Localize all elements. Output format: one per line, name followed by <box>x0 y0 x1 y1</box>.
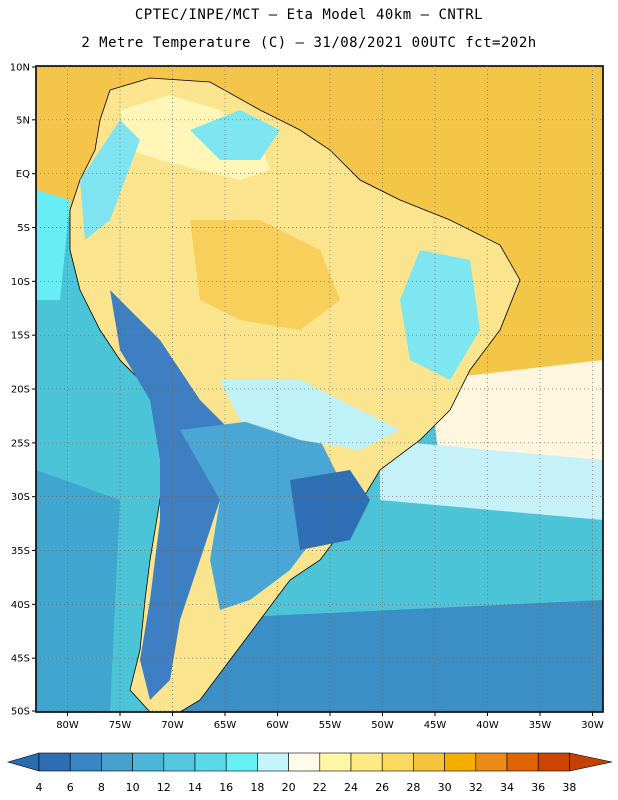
lat-label: 30S <box>11 492 30 503</box>
colorbar-box <box>38 752 71 772</box>
lon-label: 70W <box>161 720 184 731</box>
andes-cold-region <box>110 290 230 700</box>
colorbar-label: 6 <box>67 781 74 794</box>
colorbar-label: 4 <box>36 781 43 794</box>
colorbar-box <box>69 752 102 772</box>
lat-label: 5S <box>17 223 30 234</box>
lat-label: 20S <box>11 385 30 396</box>
colorbar-box <box>163 752 196 772</box>
colorbar-labels: 4 6 8 10 12 14 16 18 20 22 24 26 28 30 32 34 36 38 <box>36 781 577 794</box>
guiana-cool-region <box>190 110 280 160</box>
colorbar-box <box>381 752 414 772</box>
lat-label: EQ <box>16 169 30 180</box>
colorbar-box <box>132 752 165 772</box>
title-line-2: 2 Metre Temperature (C) – 31/08/2021 00U… <box>81 35 537 51</box>
colorbar-box <box>225 752 258 772</box>
andes-north-cool <box>80 120 140 240</box>
lon-label: 80W <box>56 720 79 731</box>
atlantic-south <box>160 600 603 712</box>
colorbar-box <box>194 752 227 772</box>
colorbar-box <box>101 752 133 772</box>
graticule <box>32 66 603 716</box>
colorbar-label: 26 <box>375 781 389 794</box>
lon-label: 65W <box>214 720 237 731</box>
colorbar-box <box>319 752 352 772</box>
colorbar: 4 6 8 10 12 14 16 18 20 22 24 26 28 30 32 34 36 38 <box>6 752 613 794</box>
lat-label: 10N <box>10 63 30 74</box>
lat-label: 5N <box>16 115 30 126</box>
lon-label: 55W <box>319 720 342 731</box>
colorbar-box <box>288 752 321 772</box>
southern-cone-cool <box>180 420 340 610</box>
colorbar-label: 32 <box>469 781 483 794</box>
map-field <box>36 66 603 712</box>
pacific-south <box>36 470 120 712</box>
title-line-1: CPTEC/INPE/MCT – Eta Model 40km – CNTRL <box>134 7 484 23</box>
south-brazil-mild <box>220 380 400 450</box>
cool-ocean-band <box>380 440 603 520</box>
longitude-labels: 80W 75W 70W 65W 60W 55W 50W 45W 40W 35W 30W <box>56 720 604 731</box>
temperature-map: 10N 5N EQ 5S 10S 15S 20S 25S 30S 35S 40S 45S 50S 80W… <box>10 63 604 732</box>
lon-label: 60W <box>266 720 289 731</box>
colorbar-label: 34 <box>500 781 514 794</box>
colorbar-box <box>444 752 477 772</box>
colorbar-label: 30 <box>438 781 452 794</box>
amazon-hot-region <box>190 220 340 330</box>
lat-label: 25S <box>11 438 30 449</box>
colorbar-box <box>475 752 508 772</box>
colorbar-label: 16 <box>219 781 233 794</box>
colorbar-label: 36 <box>531 781 545 794</box>
colorbar-label: 10 <box>126 781 140 794</box>
colorbar-label: 28 <box>406 781 420 794</box>
lon-label: 50W <box>371 720 394 731</box>
colorbar-label: 38 <box>562 781 576 794</box>
colorbar-box <box>413 752 445 772</box>
colorbar-box <box>506 752 539 772</box>
lon-label: 75W <box>109 720 132 731</box>
northeast-cool-region <box>400 250 480 380</box>
colorbar-above-arrow <box>569 752 613 772</box>
lon-label: 40W <box>476 720 499 731</box>
colorbar-label: 8 <box>98 781 105 794</box>
colorbar-box <box>350 752 383 772</box>
lat-label: 15S <box>11 331 30 342</box>
colorbar-box <box>537 752 570 772</box>
colorbar-label: 20 <box>282 781 296 794</box>
colorbar-label: 24 <box>344 781 358 794</box>
lat-label: 35S <box>11 546 30 557</box>
latitude-labels: 10N 5N EQ 5S 10S 15S 20S 25S 30S 35S 40S 45S 50S <box>10 63 30 718</box>
lon-label: 30W <box>581 720 604 731</box>
pacific-cool-band <box>36 190 70 300</box>
lat-label: 40S <box>11 600 30 611</box>
colorbar-below-arrow <box>6 752 40 772</box>
colorbar-box <box>257 752 289 772</box>
colorbar-boxes <box>6 752 613 772</box>
lat-label: 50S <box>11 707 30 718</box>
lat-label: 45S <box>11 654 30 665</box>
lon-label: 35W <box>529 720 552 731</box>
lat-label: 10S <box>11 277 30 288</box>
colorbar-label: 12 <box>157 781 171 794</box>
mild-ocean-band <box>430 360 603 470</box>
colorbar-label: 22 <box>313 781 327 794</box>
lon-label: 45W <box>424 720 447 731</box>
colorbar-label: 14 <box>188 781 202 794</box>
colorbar-label: 18 <box>250 781 264 794</box>
